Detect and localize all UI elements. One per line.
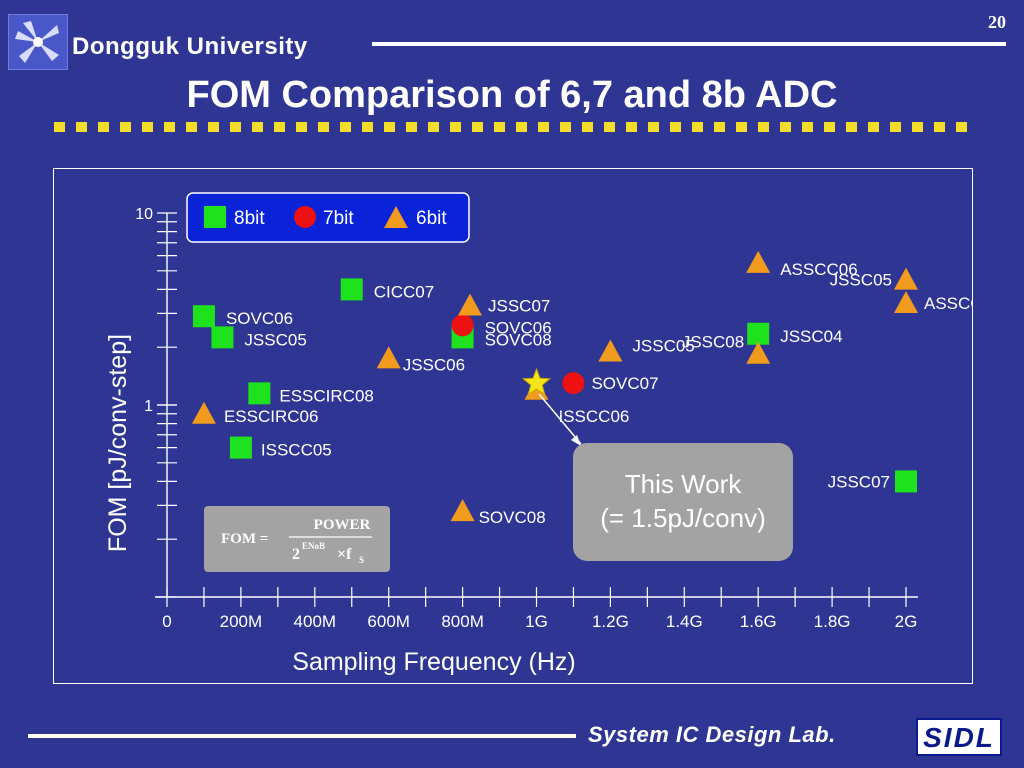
point-label: JSSC05 bbox=[632, 336, 694, 355]
formula-background bbox=[204, 506, 390, 572]
point-8bit-square bbox=[248, 382, 271, 405]
point-7bit-circle bbox=[562, 372, 585, 395]
chart-points bbox=[191, 250, 918, 522]
point-8bit-square bbox=[192, 305, 215, 328]
sidl-logo: SIDL bbox=[916, 718, 1002, 756]
formula-lhs: FOM = bbox=[221, 531, 268, 547]
x-tick-label: 1.4G bbox=[666, 612, 703, 631]
x-tick-label: 1.2G bbox=[592, 612, 629, 631]
point-label: ISSCC06 bbox=[559, 407, 630, 426]
legend-8bit-square-icon bbox=[204, 206, 226, 228]
point-6bit-triangle bbox=[450, 499, 475, 522]
point-label: CICC07 bbox=[374, 282, 434, 301]
y-tick-label: 1 bbox=[144, 398, 153, 415]
y-axis-label: FOM [pJ/conv-step] bbox=[104, 334, 132, 552]
point-label: SOVC06 bbox=[226, 309, 293, 328]
point-label: JSSC06 bbox=[403, 355, 465, 374]
dotted-divider bbox=[54, 122, 968, 132]
point-6bit-triangle bbox=[376, 346, 401, 369]
footer-divider bbox=[28, 734, 576, 738]
x-tick-label: 0 bbox=[162, 612, 171, 631]
point-label: ASSCC06 bbox=[780, 260, 857, 279]
point-label: JSSC04 bbox=[780, 327, 842, 346]
point-8bit-square bbox=[747, 322, 770, 345]
point-label: SOVC06 bbox=[485, 318, 552, 337]
formula-subscript: S bbox=[359, 555, 364, 565]
point-6bit-triangle bbox=[191, 401, 216, 424]
point-6bit-triangle bbox=[598, 339, 623, 362]
logo-emblem-icon bbox=[15, 21, 59, 63]
x-tick-label: 800M bbox=[441, 612, 484, 631]
formula-numerator: POWER bbox=[314, 517, 371, 533]
formula-base: 2 bbox=[292, 546, 300, 563]
legend-6bit-label: 6bit bbox=[416, 208, 447, 229]
slide-title: FOM Comparison of 6,7 and 8b ADC bbox=[186, 74, 838, 116]
x-tick-label: 200M bbox=[220, 612, 263, 631]
point-6bit-triangle bbox=[894, 267, 918, 290]
point-label: JSSC08 bbox=[682, 333, 744, 352]
university-logo bbox=[8, 14, 68, 70]
formula-exponent: ENoB bbox=[302, 541, 325, 551]
point-label: SOVC08 bbox=[485, 330, 552, 349]
university-name: Dongguk University bbox=[72, 33, 308, 60]
point-label: JSSC07 bbox=[828, 472, 890, 491]
point-6bit-triangle bbox=[746, 341, 771, 364]
point-label: SOVC07 bbox=[591, 374, 658, 393]
point-8bit-square bbox=[340, 278, 363, 301]
x-tick-label: 600M bbox=[367, 612, 410, 631]
x-tick-label: 1G bbox=[525, 612, 548, 631]
callout-arrowhead-icon bbox=[571, 435, 581, 446]
callout-line-1: This Work bbox=[625, 469, 743, 499]
point-this-work-star bbox=[521, 367, 552, 396]
legend-8bit-label: 8bit bbox=[234, 208, 265, 229]
legend-box bbox=[186, 192, 470, 243]
legend-7bit-circle-icon bbox=[294, 206, 316, 228]
point-6bit-triangle bbox=[457, 293, 482, 316]
x-tick-label: 400M bbox=[294, 612, 337, 631]
point-7bit-circle bbox=[451, 314, 474, 337]
x-tick-label: 2G bbox=[895, 612, 918, 631]
point-label: SOVC08 bbox=[479, 508, 546, 527]
formula-times: ×f bbox=[337, 546, 352, 563]
point-label: JSSC05 bbox=[830, 271, 892, 290]
page-number: 20 bbox=[988, 12, 1006, 32]
point-label: ESSCIRC08 bbox=[279, 386, 373, 405]
x-axis-label: Sampling Frequency (Hz) bbox=[292, 648, 575, 676]
point-8bit-square bbox=[895, 470, 917, 493]
point-label: ASSCC06 bbox=[924, 294, 972, 313]
point-6bit-triangle bbox=[894, 290, 918, 313]
x-tick-label: 1.6G bbox=[740, 612, 777, 631]
legend-6bit-triangle-icon bbox=[384, 206, 408, 228]
x-tick-label: 1.8G bbox=[814, 612, 851, 631]
fom-formula-box: FOM = POWER 2 ENoB ×f S bbox=[204, 506, 390, 572]
y-tick-label: 10 bbox=[135, 206, 153, 223]
point-8bit-square bbox=[229, 436, 252, 459]
point-label: JSSC07 bbox=[488, 296, 550, 315]
point-label: ISSCC05 bbox=[261, 441, 332, 460]
callout-arrow-line bbox=[538, 393, 582, 445]
chart-legend: 8bit 7bit 6bit bbox=[186, 192, 470, 243]
header-divider bbox=[372, 42, 1006, 46]
callout-box bbox=[573, 443, 793, 561]
legend-7bit-label: 7bit bbox=[323, 208, 354, 229]
point-label: ESSCIRC06 bbox=[224, 407, 318, 426]
point-label: JSSC05 bbox=[244, 330, 306, 349]
this-work-callout: This Work (= 1.5pJ/conv) bbox=[538, 393, 793, 561]
fom-scatter-chart: 10 1 0 200M 400M 600M 800M 1G 1.2G 1.4G 1.6G 1.8G 2G… bbox=[53, 168, 1001, 684]
point-6bit-triangle bbox=[746, 250, 771, 273]
lab-name: System IC Design Lab. bbox=[588, 722, 836, 747]
point-8bit-square bbox=[211, 326, 234, 349]
callout-line-2: (= 1.5pJ/conv) bbox=[600, 503, 765, 533]
